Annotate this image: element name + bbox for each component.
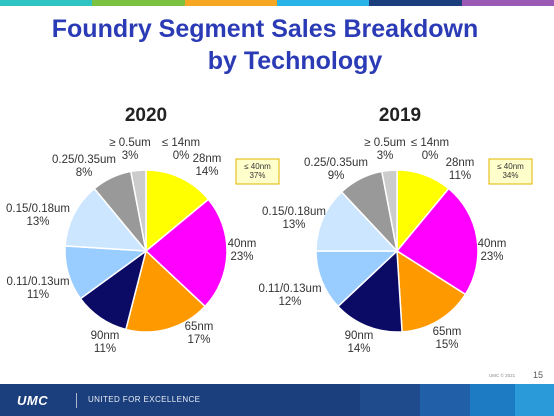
callout-box [235,158,280,185]
pie-slice-40nm [144,198,228,308]
slice-label-le-14nm: ≤ 14nm 0% [411,137,449,162]
slice-label-65nm: 65nm 15% [433,326,462,351]
slice-label-0-11-0-13um: 0.11/0.13um 11% [6,276,69,301]
slice-label-40nm: 40nm 23% [478,238,507,263]
slice-label-65nm: 65nm 17% [185,321,214,346]
stripe-segment [184,0,277,6]
pie-slice-ge-0-5um [129,169,147,252]
slice-label-28nm: 28nm 14% [193,153,222,178]
footer-bar: UMC UNITED FOR EXCELLENCE [0,384,554,416]
page-number: 15 [533,370,544,380]
slice-label-90nm: 90nm 11% [91,330,120,355]
slice-label-28nm: 28nm 11% [446,157,475,182]
footer-tagline: UNITED FOR EXCELLENCE [88,395,201,404]
pie-slice-ge-0-5um [380,169,398,252]
pie-slice-65nm [396,249,467,333]
slice-label-ge-0-5um: ≥ 0.5um 3% [109,137,150,162]
pie-slice-28nm [145,169,210,253]
footer-divider [76,393,77,408]
pie-slice-0-11-0-13um [315,250,399,308]
pie-chart-2019: 2019 ≤ 14nm 0%28nm 11% 40nm 23% 65nm 15% 90nm 14%… [258,105,533,355]
slice-label-le-14nm: ≤ 14nm 0% [162,137,200,162]
slice-label-ge-0-5um: ≥ 0.5um 3% [364,137,405,162]
umc-logo: UMC [17,393,49,408]
stripe-segment [0,0,93,6]
callout-box [488,158,533,185]
pie-slice-40nm [395,187,479,296]
slice-label-0-15-0-18um: 0.15/0.18um 13% [6,203,70,228]
slide-title-line2: by Technology [207,47,383,75]
chart-title: 2019 [379,105,421,126]
slice-label-0-15-0-18um: 0.15/0.18um 13% [262,206,326,231]
pie-slice-90nm [336,249,403,333]
slice-label-0-25-0-35um: 0.25/0.35um 8% [52,154,116,179]
chart-title: 2020 [125,105,167,126]
footer-accent [360,384,420,416]
slice-label-0-25-0-35um: 0.25/0.35um 9% [304,157,368,182]
stripe-segment [92,0,185,6]
stripe-segment [276,0,370,6]
callout-text: ≤ 40nm 37% [244,162,271,180]
pie-slice-65nm [124,249,207,333]
pie-charts: 2020≤ 14nm 0% 28nm 14%40nm 23%65nm 17%90nm 11%… [6,105,533,355]
footer-accent [420,384,470,416]
slice-label-90nm: 90nm 14% [345,330,374,355]
pie-slice-0-15-0-18um [64,187,148,252]
slice-label-0-11-0-13um: 0.11/0.13um 12% [258,283,321,308]
stripe-segment [369,0,462,6]
callout-text: ≤ 40nm 34% [497,162,524,180]
footer-accent [470,384,515,416]
pie-chart-2020: 2020 ≤ 14nm 0% 28nm 14% 40nm 23% 65nm 17% 90nm 11%… [6,105,280,355]
slide-title-line1: Foundry Segment Sales Breakdown [51,15,479,43]
slice-label-40nm: 40nm 23% [228,238,257,263]
top-color-stripe [0,0,554,6]
stripe-segment [461,0,554,6]
copyright-text: UMC © 2021 [489,373,516,378]
pie-slice-0-15-0-18um [315,190,399,252]
footer-accent [515,384,554,416]
